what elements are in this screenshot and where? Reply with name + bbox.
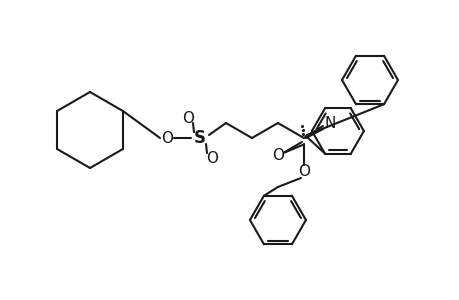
- Text: O: O: [161, 130, 173, 146]
- Text: O: O: [206, 151, 218, 166]
- Text: S: S: [194, 129, 206, 147]
- Text: O: O: [297, 164, 309, 179]
- Text: O: O: [271, 148, 283, 163]
- Text: N: N: [324, 116, 335, 130]
- Text: O: O: [182, 110, 194, 125]
